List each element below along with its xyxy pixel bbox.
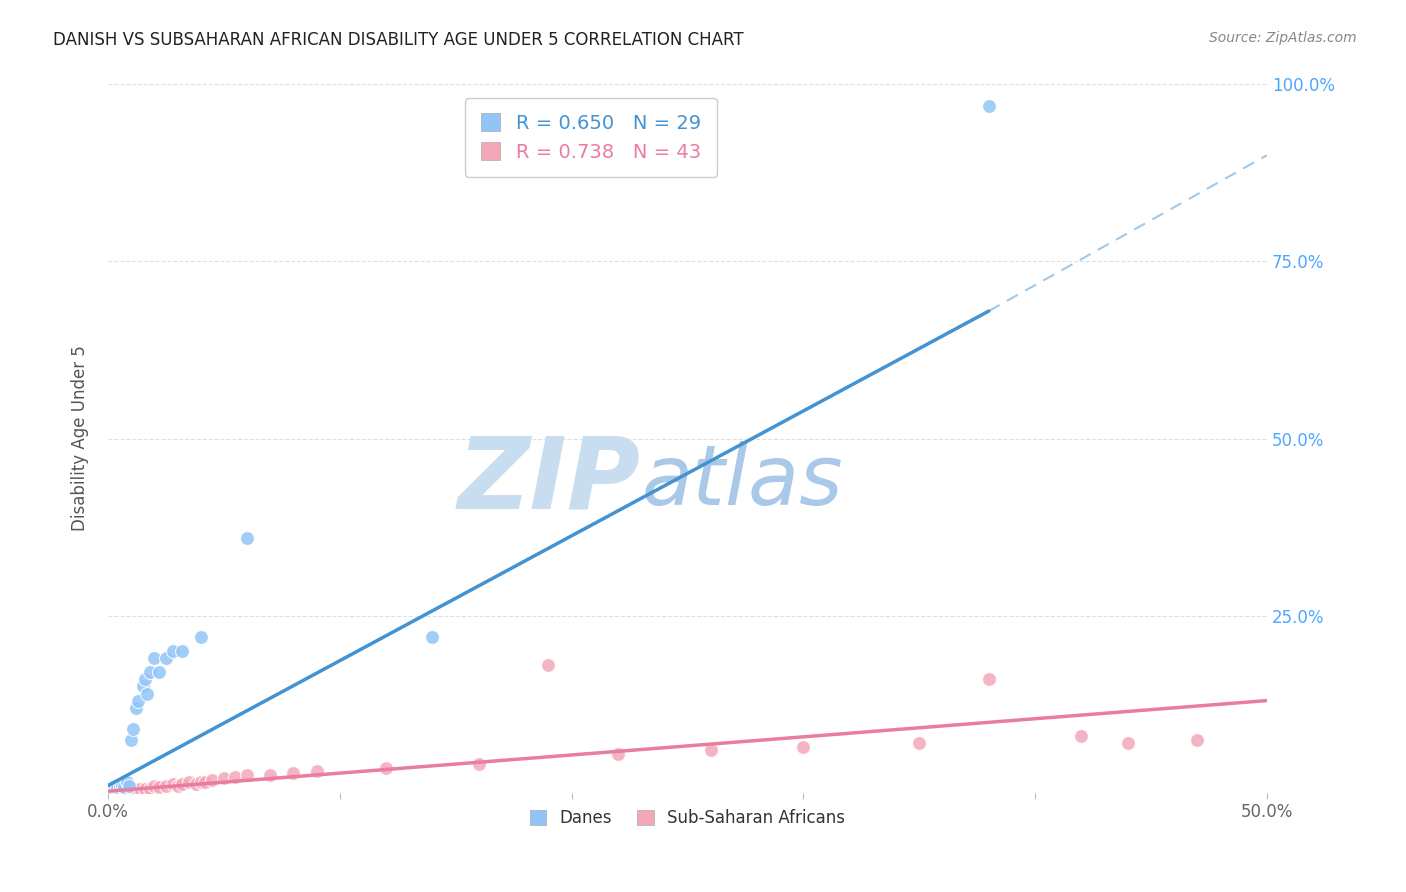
Point [148,665,170,680]
Point [977,98,1000,112]
Point [166,779,188,793]
Point [283,765,305,780]
Point [104,779,127,793]
Point [111,782,134,797]
Point [115,775,138,789]
Point [138,782,160,797]
Point [224,770,246,784]
Point [132,680,155,694]
Point [375,761,398,775]
Point [125,782,148,797]
Point [1070,729,1092,743]
Point [108,782,131,797]
Legend: Danes, Sub-Saharan Africans: Danes, Sub-Saharan Africans [523,803,852,834]
Point [143,651,166,665]
Point [236,768,259,782]
Point [259,768,281,782]
Point [122,782,145,797]
Point [118,782,141,797]
Point [120,782,142,797]
Point [468,757,491,772]
Point [190,630,212,644]
Text: atlas: atlas [641,441,842,522]
Point [184,777,207,791]
Point [162,644,184,658]
Point [155,779,177,793]
Point [143,779,166,793]
Point [155,651,177,665]
Point [120,732,142,747]
Point [537,658,560,673]
Point [111,779,134,793]
Point [129,782,152,797]
Point [138,665,160,680]
Point [908,736,931,750]
Point [179,775,201,789]
Point [792,739,814,754]
Point [98,782,121,797]
Point [194,775,217,789]
Point [105,780,128,794]
Point [148,780,170,794]
Point [112,782,135,797]
Point [162,777,184,791]
Point [112,780,135,794]
Point [422,630,444,644]
Point [136,686,159,700]
Point [101,782,124,797]
Text: Source: ZipAtlas.com: Source: ZipAtlas.com [1209,31,1357,45]
Point [172,777,194,791]
Point [108,782,131,797]
Point [108,779,131,793]
Point [101,782,124,797]
Point [699,743,721,757]
Point [105,782,128,797]
Point [104,782,127,797]
Point [305,764,328,779]
Point [1116,736,1139,750]
Point [118,779,141,793]
Point [134,673,156,687]
Point [98,782,121,797]
Point [201,772,224,787]
Text: ZIP: ZIP [458,433,641,530]
Point [125,700,148,714]
Point [172,644,194,658]
Point [977,673,1000,687]
Point [115,782,138,797]
Point [127,693,149,707]
Point [122,722,145,736]
Point [134,782,156,797]
Point [105,782,128,797]
Point [1187,732,1209,747]
Point [606,747,628,761]
Y-axis label: Disability Age Under 5: Disability Age Under 5 [72,345,89,532]
Point [212,772,235,786]
Text: DANISH VS SUBSAHARAN AFRICAN DISABILITY AGE UNDER 5 CORRELATION CHART: DANISH VS SUBSAHARAN AFRICAN DISABILITY … [53,31,744,49]
Point [190,775,212,789]
Point [236,531,259,545]
Point [104,782,127,797]
